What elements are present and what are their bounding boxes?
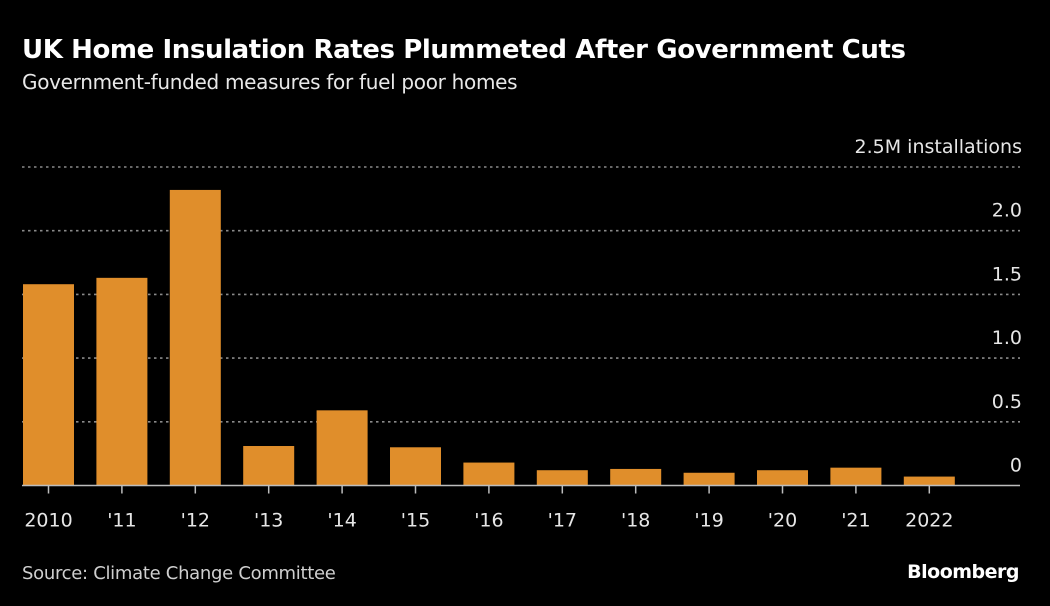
- bar: [316, 410, 368, 486]
- x-tick-label: '11: [107, 510, 136, 532]
- bloomberg-logo: Bloomberg: [907, 561, 1019, 583]
- y-axis-labels: 0 0.5 1.0 1.5 2.0 2.5M installations: [855, 136, 1022, 477]
- y-tick-label: 1.5: [992, 263, 1022, 285]
- y-tick-label: 0: [1010, 455, 1022, 477]
- bar: [23, 284, 74, 486]
- bar: [243, 446, 295, 486]
- x-tick-label: '12: [181, 510, 210, 532]
- bar: [169, 189, 221, 486]
- bar: [683, 472, 735, 486]
- x-tick-label: '18: [621, 510, 650, 532]
- bar: [536, 470, 588, 486]
- x-tick-label: 2010: [24, 510, 72, 532]
- bar: [830, 467, 882, 486]
- x-tick-label: '14: [327, 510, 356, 532]
- bars: [23, 189, 955, 486]
- bar: [463, 462, 515, 486]
- y-tick-label: 2.0: [992, 200, 1022, 222]
- bar: [390, 447, 441, 486]
- chart-subtitle: Government-funded measures for fuel poor…: [22, 70, 518, 94]
- chart-title: UK Home Insulation Rates Plummeted After…: [22, 35, 906, 65]
- y-tick-label: 1.0: [992, 327, 1022, 349]
- bar: [96, 277, 148, 486]
- x-tick-label: '19: [694, 510, 723, 532]
- y-tick-label: 0.5: [992, 391, 1022, 413]
- x-tick-label: '15: [401, 510, 430, 532]
- x-tick-label: '16: [474, 510, 503, 532]
- bar: [757, 470, 808, 486]
- x-axis-labels: 2010 '11 '12 '13 '14 '15 '16 '17 '18 '19 '20 '21 202…: [24, 510, 953, 532]
- x-axis: [22, 484, 1020, 494]
- bar: [610, 468, 662, 486]
- x-tick-label: 2022: [905, 510, 953, 532]
- source-note: Source: Climate Change Committee: [22, 563, 336, 584]
- x-tick-label: '13: [254, 510, 283, 532]
- x-tick-label: '21: [841, 510, 870, 532]
- bar: [903, 476, 955, 486]
- x-tick-label: '20: [768, 510, 797, 532]
- gridlines: [22, 166, 1020, 423]
- x-tick-label: '17: [548, 510, 577, 532]
- y-tick-label: 2.5M installations: [855, 136, 1022, 158]
